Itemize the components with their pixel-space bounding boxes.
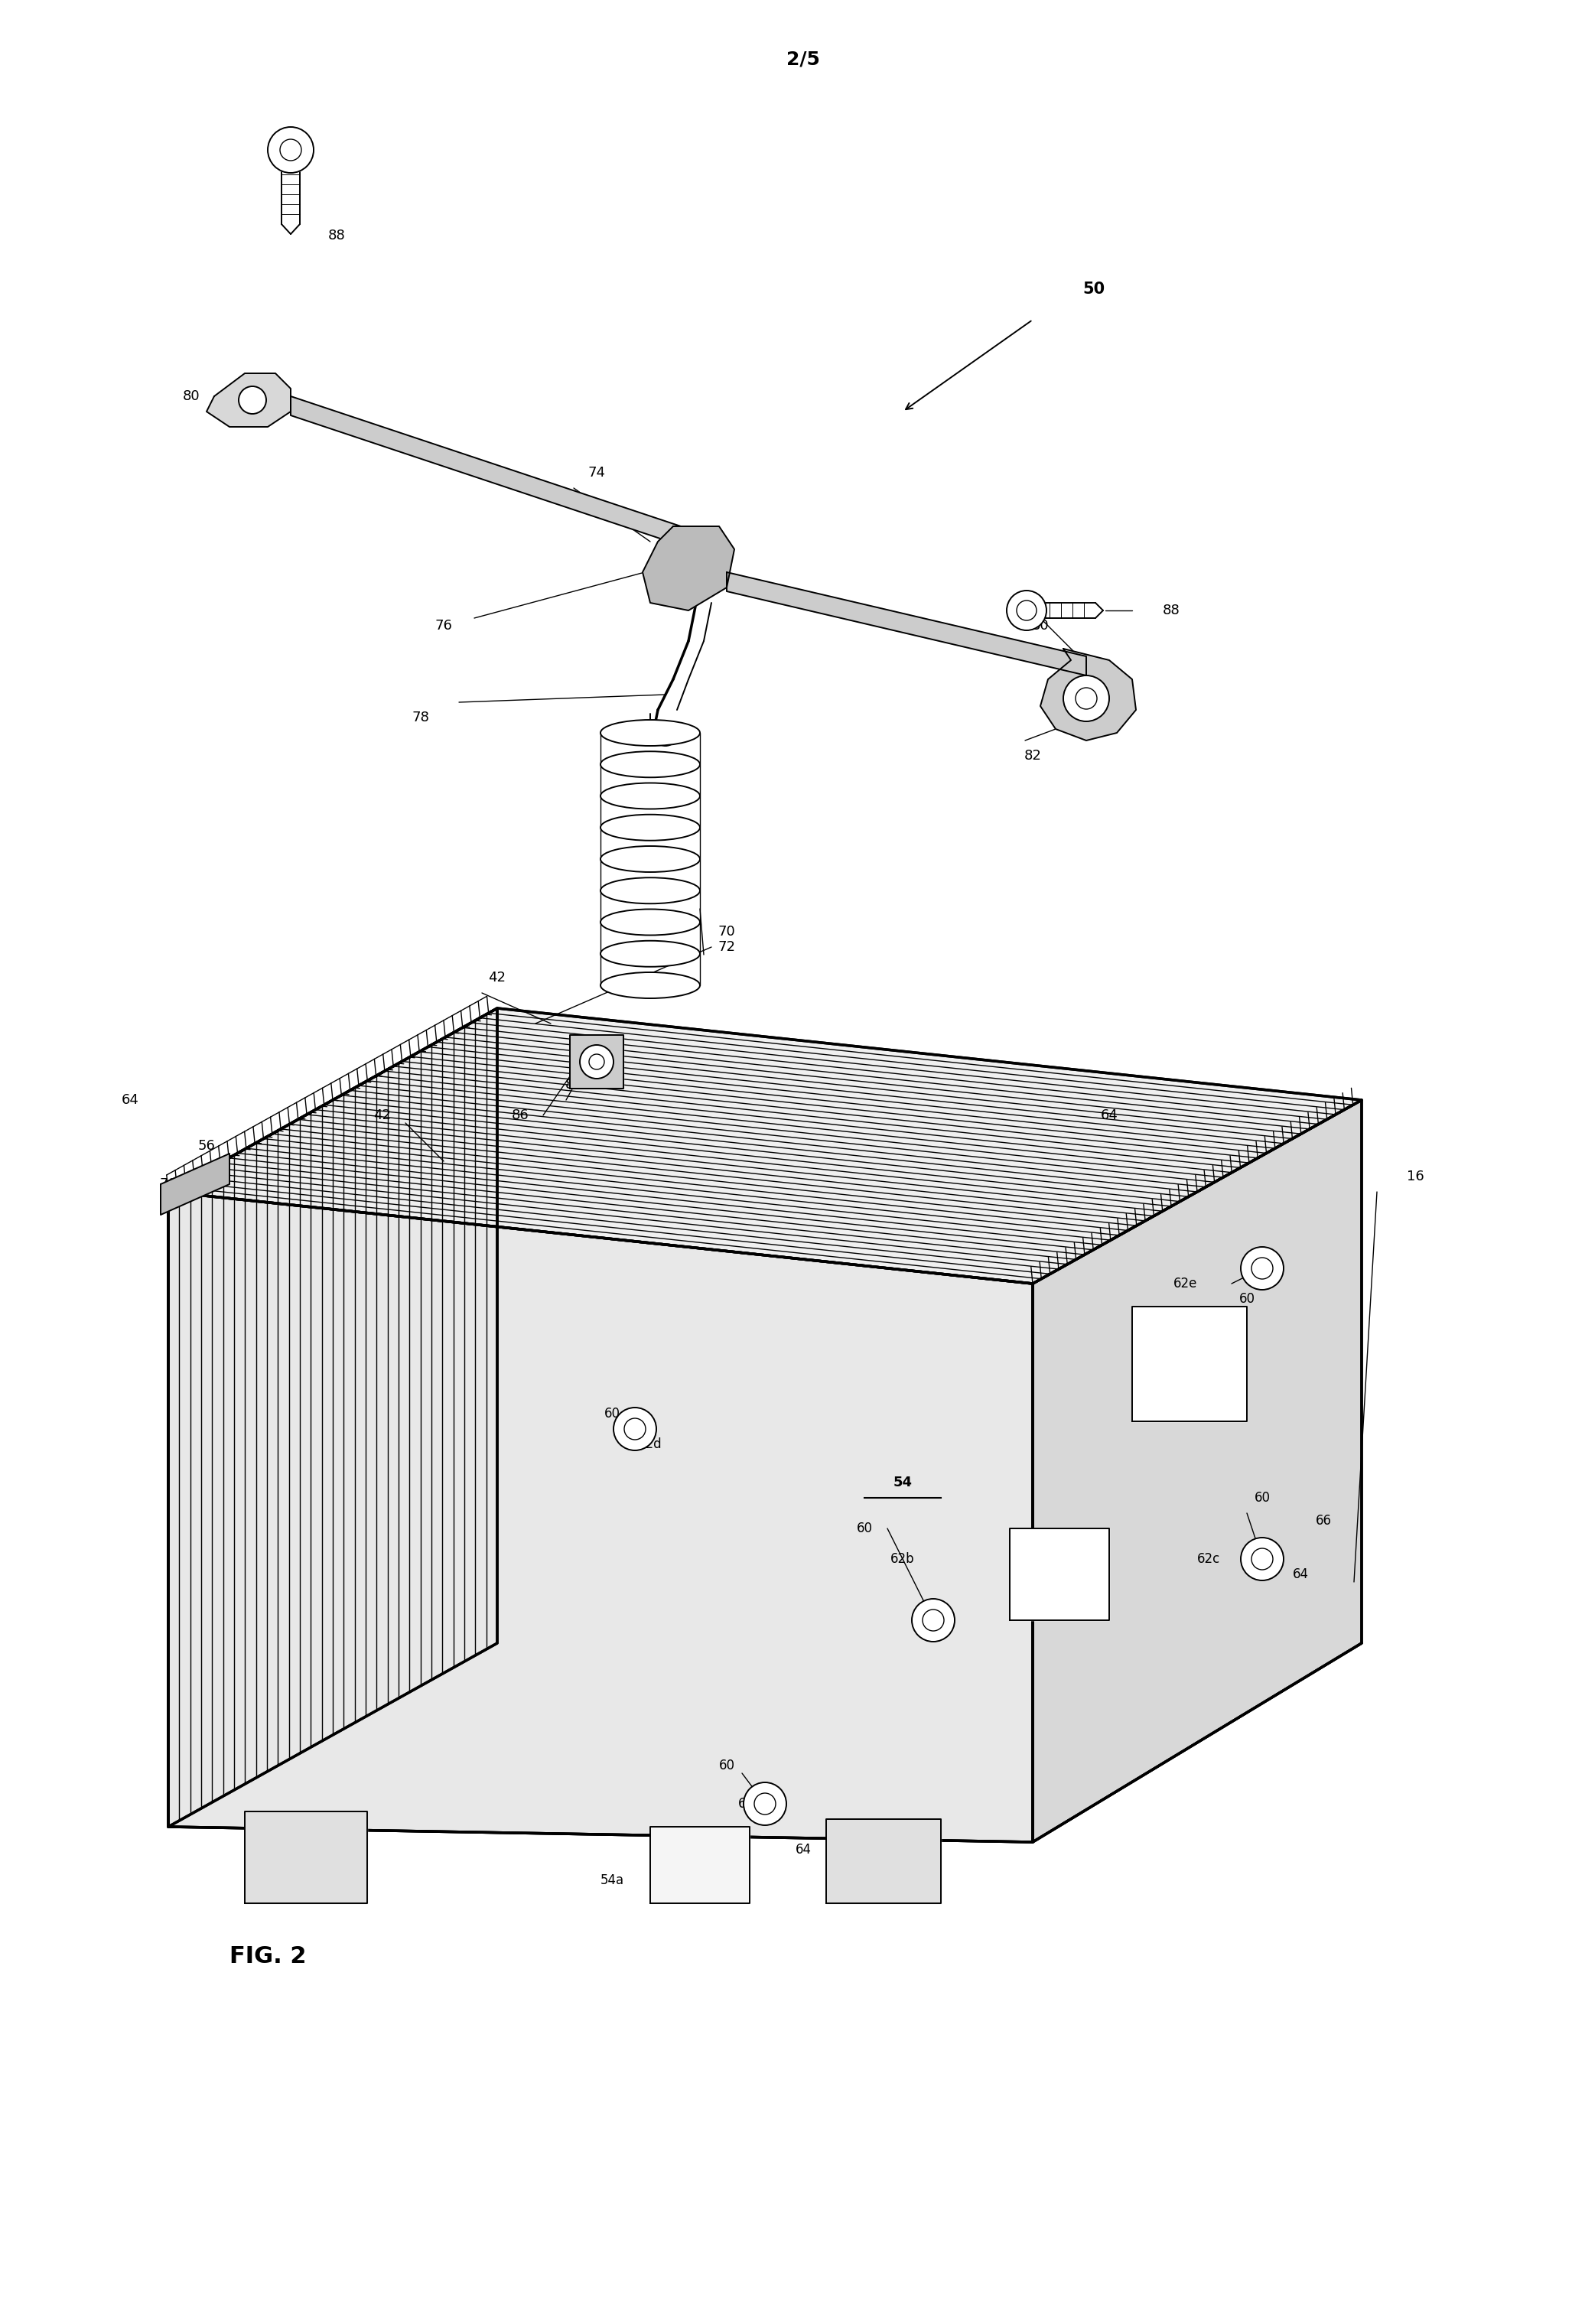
Text: 74: 74 xyxy=(588,465,605,479)
Polygon shape xyxy=(290,397,704,553)
Ellipse shape xyxy=(601,783,701,809)
Polygon shape xyxy=(168,1009,498,1827)
Polygon shape xyxy=(160,1153,230,1215)
Ellipse shape xyxy=(601,941,701,967)
Circle shape xyxy=(580,1046,613,1078)
Text: 60: 60 xyxy=(718,1759,735,1773)
Text: 60: 60 xyxy=(856,1522,872,1536)
Text: 42: 42 xyxy=(488,971,506,985)
Text: 86: 86 xyxy=(512,1109,529,1122)
Text: 64: 64 xyxy=(1292,1566,1309,1580)
Text: FIG. 2: FIG. 2 xyxy=(230,1945,306,1968)
Text: 60: 60 xyxy=(604,1406,620,1420)
Text: 54a: 54a xyxy=(601,1873,624,1887)
Text: 64: 64 xyxy=(796,1843,812,1857)
Circle shape xyxy=(1252,1257,1273,1278)
Text: 72: 72 xyxy=(718,941,735,953)
Circle shape xyxy=(754,1794,775,1815)
Text: 78: 78 xyxy=(412,711,430,725)
Text: 16: 16 xyxy=(1406,1169,1423,1183)
Circle shape xyxy=(1076,688,1097,709)
Circle shape xyxy=(1241,1538,1284,1580)
Circle shape xyxy=(1241,1248,1284,1290)
Ellipse shape xyxy=(601,878,701,904)
Text: 80: 80 xyxy=(182,390,200,402)
Polygon shape xyxy=(642,525,734,611)
Text: 88: 88 xyxy=(1163,604,1181,618)
Text: 70: 70 xyxy=(718,925,735,939)
Polygon shape xyxy=(826,1820,941,1903)
Polygon shape xyxy=(1033,1099,1362,1843)
Ellipse shape xyxy=(601,813,701,841)
Circle shape xyxy=(655,723,677,746)
Text: 82: 82 xyxy=(1024,748,1041,762)
Circle shape xyxy=(624,1418,645,1439)
Polygon shape xyxy=(1010,1529,1110,1620)
Text: 56: 56 xyxy=(198,1139,216,1153)
Circle shape xyxy=(281,139,301,160)
Polygon shape xyxy=(206,374,290,428)
Polygon shape xyxy=(650,1827,750,1903)
Circle shape xyxy=(922,1611,945,1631)
Circle shape xyxy=(1064,676,1110,720)
Polygon shape xyxy=(571,1034,623,1088)
Text: 62c: 62c xyxy=(1197,1552,1220,1566)
Circle shape xyxy=(268,128,314,172)
Circle shape xyxy=(1016,600,1037,621)
Circle shape xyxy=(911,1599,954,1641)
Circle shape xyxy=(1006,590,1046,630)
Text: 70: 70 xyxy=(160,1178,178,1192)
Text: 50: 50 xyxy=(1083,281,1105,297)
Polygon shape xyxy=(1132,1306,1247,1422)
Text: 62d: 62d xyxy=(639,1436,663,1450)
Ellipse shape xyxy=(601,720,701,746)
Text: 66: 66 xyxy=(856,1843,872,1857)
Text: 54: 54 xyxy=(892,1476,913,1490)
Text: 88: 88 xyxy=(328,228,346,242)
Ellipse shape xyxy=(601,909,701,934)
Circle shape xyxy=(743,1783,786,1824)
Polygon shape xyxy=(726,572,1086,676)
Ellipse shape xyxy=(601,751,701,779)
Text: 62a: 62a xyxy=(737,1796,762,1810)
Text: 62b: 62b xyxy=(891,1552,915,1566)
Polygon shape xyxy=(168,1009,1362,1283)
Circle shape xyxy=(239,386,266,414)
Text: 60: 60 xyxy=(1254,1492,1270,1504)
Text: 60: 60 xyxy=(1239,1292,1255,1306)
Circle shape xyxy=(1252,1548,1273,1569)
Text: 62e: 62e xyxy=(1173,1276,1198,1290)
Polygon shape xyxy=(244,1810,368,1903)
Text: 2/5: 2/5 xyxy=(786,51,819,70)
Text: 64: 64 xyxy=(1100,1109,1117,1122)
Circle shape xyxy=(590,1055,604,1069)
Ellipse shape xyxy=(601,971,701,999)
Text: 64: 64 xyxy=(122,1092,139,1106)
Text: 84: 84 xyxy=(564,1078,582,1092)
Circle shape xyxy=(613,1408,656,1450)
Text: 66: 66 xyxy=(1316,1513,1331,1527)
Text: 80: 80 xyxy=(1032,618,1049,632)
Ellipse shape xyxy=(601,846,701,872)
Polygon shape xyxy=(1040,648,1136,741)
Polygon shape xyxy=(168,1192,1033,1843)
Text: 76: 76 xyxy=(434,618,452,632)
Text: 42: 42 xyxy=(374,1109,391,1122)
